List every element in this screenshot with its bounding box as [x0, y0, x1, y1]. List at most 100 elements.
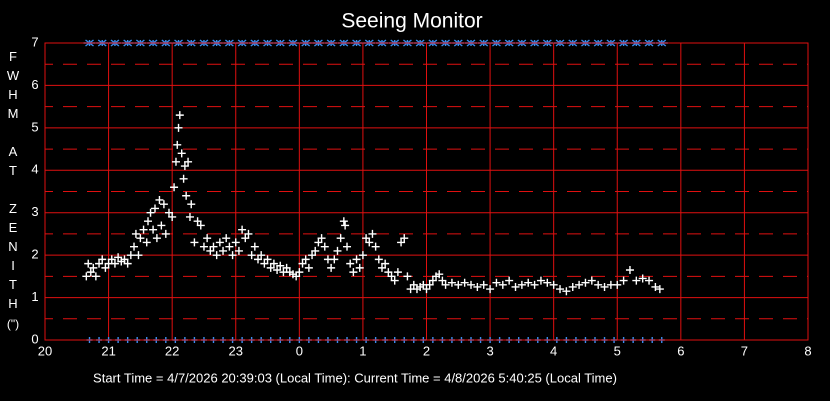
data-point [295, 268, 304, 277]
data-point [632, 276, 641, 285]
data-point [333, 246, 342, 255]
data-point [257, 251, 266, 260]
data-point [203, 234, 212, 243]
data-point [95, 259, 104, 268]
data-point [101, 263, 110, 272]
data-point [149, 225, 158, 234]
data-point [575, 280, 584, 289]
data-point [314, 238, 323, 247]
data-point [556, 285, 565, 294]
data-point [651, 282, 660, 291]
data-point [222, 234, 231, 243]
data-point [479, 280, 488, 289]
data-point [343, 242, 352, 251]
data-point [362, 234, 371, 243]
data-point [238, 225, 247, 234]
data-point [352, 255, 361, 264]
data-point [371, 242, 380, 251]
data-point [524, 278, 533, 287]
x-tick-label: 0 [296, 343, 303, 358]
y-tick-label: 4 [31, 162, 38, 177]
data-point [206, 246, 215, 255]
data-point [438, 276, 447, 285]
data-point [250, 242, 259, 251]
data-point [422, 285, 431, 294]
data-point [120, 255, 129, 264]
data-point [397, 238, 406, 247]
data-point [107, 255, 116, 264]
data-point [403, 272, 412, 281]
data-point [134, 251, 143, 260]
y-tick-label: 6 [31, 77, 38, 92]
data-point [600, 282, 609, 291]
data-point [377, 263, 386, 272]
data-point [89, 263, 98, 272]
data-point [98, 255, 107, 264]
data-point [625, 265, 634, 274]
data-point [276, 261, 285, 270]
data-point [298, 259, 307, 268]
data-point [82, 272, 91, 281]
data-point [159, 200, 168, 209]
data-point [136, 234, 145, 243]
data-point [171, 157, 180, 166]
y-tick-label: 2 [31, 247, 38, 262]
y-tick-label: 0 [31, 331, 38, 346]
data-point [655, 285, 664, 294]
y-axis-unit: (") [7, 317, 19, 331]
y-tick-label: 5 [31, 119, 38, 134]
data-point [130, 242, 139, 251]
data-point [327, 263, 336, 272]
data-point [549, 280, 558, 289]
data-point [543, 278, 552, 287]
data-point [467, 280, 476, 289]
data-point [638, 274, 647, 283]
data-point [304, 263, 313, 272]
data-point [86, 268, 95, 277]
data-point [234, 246, 243, 255]
data-point [587, 276, 596, 285]
data-point [536, 276, 545, 285]
data-point [320, 242, 329, 251]
data-point [225, 242, 234, 251]
x-tick-label: 3 [486, 343, 493, 358]
x-tick-label: 22 [165, 343, 179, 358]
data-point [187, 200, 196, 209]
data-point [581, 278, 590, 287]
data-point [231, 238, 240, 247]
data-point [613, 280, 622, 289]
data-point [393, 268, 402, 277]
data-point [273, 265, 282, 274]
data-point [460, 278, 469, 287]
data-point [254, 255, 263, 264]
data-point [317, 234, 326, 243]
y-tick-label: 3 [31, 204, 38, 219]
x-tick-label: 21 [101, 343, 115, 358]
data-point [492, 278, 501, 287]
data-point [142, 238, 151, 247]
data-point [209, 242, 218, 251]
data-point [174, 123, 183, 132]
data-point [123, 259, 132, 268]
data-point [336, 234, 345, 243]
x-tick-label: 6 [677, 343, 684, 358]
footer: Start Time = 4/7/2026 20:39:03 (Local Ti… [93, 370, 617, 385]
x-tick-label: 1 [359, 343, 366, 358]
data-point [390, 276, 399, 285]
x-tick-label: 20 [38, 343, 52, 358]
data-point [196, 221, 205, 230]
data-point [486, 285, 495, 294]
data-point [182, 191, 191, 200]
data-point [157, 221, 166, 230]
data-point [139, 225, 148, 234]
data-point [179, 174, 188, 183]
data-point [184, 157, 193, 166]
data-point [269, 259, 278, 268]
data-point [84, 259, 93, 268]
data-point [425, 280, 434, 289]
data-point [152, 234, 161, 243]
data-point [215, 238, 224, 247]
data-point [346, 259, 355, 268]
